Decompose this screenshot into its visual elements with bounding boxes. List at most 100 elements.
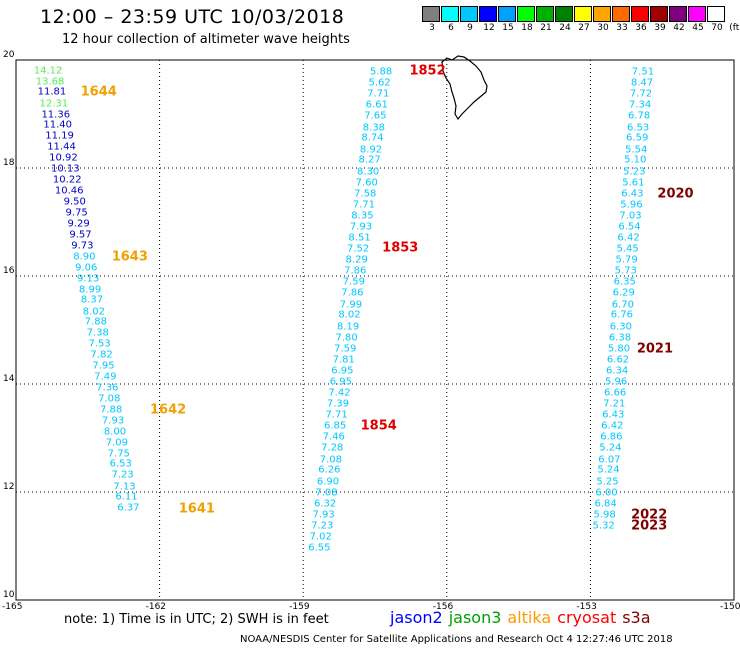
wave-height-value: 7.51 [631, 66, 655, 78]
color-scale-label: 21 [540, 23, 552, 33]
lat-tick-label: 16 [3, 266, 15, 276]
wave-height-value: 8.51 [348, 232, 371, 244]
color-scale-label: 27 [578, 23, 590, 33]
wave-height-value: 6.07 [598, 454, 621, 466]
wave-height-value: 7.88 [84, 316, 107, 328]
satellite-jason3: jason3 [448, 608, 502, 627]
color-scale-label: 3 [429, 23, 435, 33]
wave-height-value: 7.93 [312, 509, 335, 521]
wave-height-value: 6.95 [329, 376, 353, 388]
wave-height-value: 11.81 [37, 86, 67, 98]
wave-height-value: 5.54 [625, 144, 648, 156]
color-scale-label: 70 [711, 23, 723, 33]
wave-height-value: 6.38 [608, 332, 632, 344]
pass-time-label: 1643 [111, 249, 148, 265]
color-scale-label: 24 [559, 23, 571, 33]
wave-height-value: 7.71 [352, 199, 375, 211]
color-scale-label: 33 [616, 23, 628, 33]
wave-height-value: 6.70 [611, 299, 634, 311]
credit-line: NOAA/NESDIS Center for Satellite Applica… [240, 634, 673, 645]
color-scale-swatch [612, 6, 630, 22]
wave-height-value: 8.37 [80, 294, 104, 306]
pass-time-label: 2022 [631, 507, 668, 523]
wave-height-value: 8.35 [351, 210, 374, 222]
wave-height-value: 6.61 [365, 99, 388, 111]
wave-height-value: 5.96 [620, 199, 643, 211]
wave-height-value: 5.61 [622, 177, 645, 189]
color-scale-label: 39 [654, 23, 666, 33]
wave-height-value: 6.59 [626, 132, 649, 144]
color-scale-swatch [631, 6, 649, 22]
wave-height-value: 7.28 [321, 442, 344, 454]
wave-height-value: 7.75 [107, 448, 130, 460]
wave-height-value: 7.81 [332, 354, 355, 366]
wave-height-value: 8.74 [361, 132, 384, 144]
color-scale-label: 30 [597, 23, 609, 33]
satellite-legend: jason2 jason3 altika cryosat s3a [390, 608, 657, 627]
wave-height-value: 5.88 [369, 66, 393, 78]
lon-tick-label: -156 [432, 602, 454, 612]
color-scale-swatch [669, 6, 687, 22]
wave-height-value: 6.37 [117, 502, 140, 514]
wave-height-value: 6.26 [318, 464, 341, 476]
wave-height-value: 6.32 [313, 498, 337, 510]
wave-height-value: 6.34 [605, 365, 629, 377]
wave-height-value: 7.93 [101, 415, 125, 427]
wave-height-value: 7.42 [328, 387, 351, 399]
wave-height-value: 8.47 [630, 77, 654, 89]
footer-note: note: 1) Time is in UTC; 2) SWH is in fe… [64, 612, 329, 627]
color-scale-label: 36 [635, 23, 647, 33]
lon-tick-label: -150 [720, 602, 740, 612]
color-scale-swatch [422, 6, 440, 22]
wave-height-value: 6.53 [627, 122, 650, 133]
color-scale-swatch [574, 6, 592, 22]
wave-height-value: 5.24 [597, 464, 620, 476]
wave-height-value: 7.95 [92, 360, 115, 372]
wave-height-value: 5.62 [368, 77, 391, 89]
wave-height-value: 7.38 [86, 327, 109, 339]
wave-height-value: 7.86 [344, 265, 367, 277]
color-scale-label: 9 [467, 23, 473, 33]
satellite-altika: altika [507, 608, 552, 627]
wave-height-value: 11.19 [45, 130, 74, 142]
color-scale-label: 18 [521, 23, 533, 33]
map-frame [15, 59, 735, 601]
wave-height-value: 10.92 [49, 152, 78, 164]
lat-tick-label: 20 [3, 50, 15, 60]
wave-height-value: 7.03 [619, 210, 642, 222]
lat-tick-label: 14 [3, 374, 15, 384]
wave-height-value: 8.99 [78, 284, 102, 295]
wave-height-value: 7.23 [111, 469, 134, 481]
wave-height-value: 8.30 [357, 166, 380, 178]
wave-height-value: 11.40 [43, 119, 72, 131]
wave-height-value: 7.59 [342, 276, 365, 288]
satellite-cryosat: cryosat [557, 608, 617, 627]
wave-height-value: 7.34 [628, 99, 652, 111]
wave-height-value: 7.08 [315, 487, 338, 499]
wave-height-value: 7.36 [96, 382, 119, 394]
wave-height-value: 9.29 [67, 218, 90, 230]
satellite-s3a: s3a [622, 608, 651, 627]
wave-height-value: 9.13 [77, 273, 100, 285]
wave-height-value: 7.23 [311, 520, 334, 532]
wave-height-value: 6.95 [331, 365, 354, 377]
wave-height-value: 5.73 [614, 265, 637, 277]
wave-height-value: 8.19 [336, 321, 360, 333]
wave-height-value: 7.08 [319, 454, 342, 466]
wave-height-value: 11.44 [47, 141, 76, 153]
wave-height-value: 7.59 [334, 343, 357, 355]
wave-height-value: 6.43 [621, 188, 644, 200]
color-scale-swatch [479, 6, 497, 22]
wave-height-value: 6.00 [595, 487, 618, 499]
wave-height-value: 7.53 [88, 338, 111, 350]
wave-height-value: 7.09 [105, 437, 128, 449]
wave-height-value: 6.66 [604, 387, 627, 399]
wave-height-value: 6.86 [600, 431, 623, 443]
wave-height-value: 6.29 [612, 287, 635, 299]
wave-height-value: 5.96 [604, 376, 628, 388]
pass-time-label: 1854 [360, 418, 397, 434]
pass-time-label: 2023 [631, 518, 668, 534]
wave-height-value: 7.88 [99, 404, 123, 416]
wave-height-value: 6.84 [594, 498, 617, 510]
